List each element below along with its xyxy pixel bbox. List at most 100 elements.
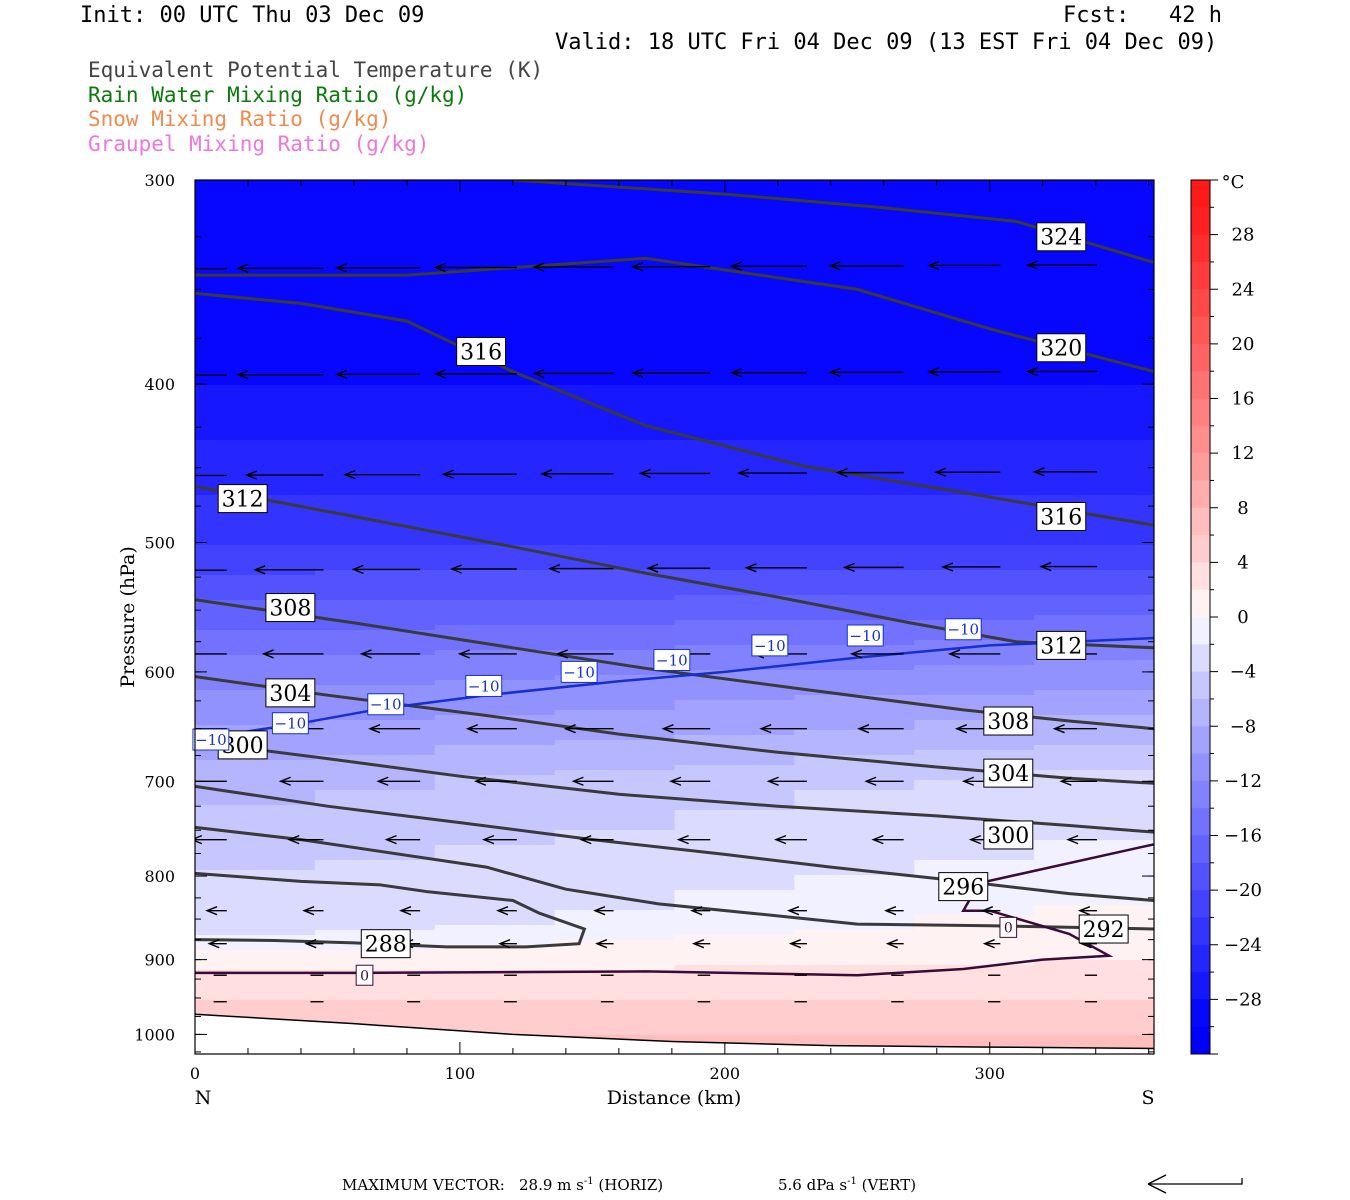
theta-e-label-292-0: 292 bbox=[1083, 918, 1125, 943]
theta-e-label-300-1-box bbox=[983, 820, 1034, 850]
theta-e-label-316-0: 316 bbox=[460, 340, 502, 365]
wind-vector-4-12 bbox=[195, 653, 227, 655]
wind-vector-7-158 bbox=[579, 834, 614, 845]
forecast-hour: Fcst: 42 h bbox=[1063, 3, 1222, 28]
max-vector-horiz: 28.9 m s-1 (HORIZ) bbox=[519, 1176, 664, 1194]
isotherm-label-minus10-4: −10 bbox=[656, 651, 688, 669]
wind-vector-5-231 bbox=[759, 724, 807, 734]
theta-e-label-304-1-box bbox=[983, 758, 1034, 788]
wind-vector-8-122 bbox=[496, 906, 517, 916]
wind-vector-1-85 bbox=[334, 369, 421, 379]
wind-vector-6-341 bbox=[1059, 776, 1098, 786]
isotherm-label-minus10-2: −10 bbox=[468, 677, 500, 695]
theta-e-label-324-0-box bbox=[1036, 222, 1087, 252]
isotherm-label-0-a-box bbox=[355, 964, 374, 986]
wind-vector-6-268 bbox=[864, 776, 904, 786]
wind-vector-5-268 bbox=[857, 724, 904, 734]
theta-e-label-324-0: 324 bbox=[1040, 226, 1082, 251]
x-endpoint-right: S bbox=[1141, 1087, 1154, 1109]
y-tick-800: 800 bbox=[144, 867, 175, 886]
y-axis-label: Pressure (hPa) bbox=[117, 546, 139, 688]
theta-e-label-312-1-box bbox=[1036, 630, 1087, 660]
theta-e-label-312-0-box bbox=[217, 484, 268, 514]
wind-vector-3-304 bbox=[940, 562, 1001, 572]
isotherm-label-0-a: 0 bbox=[360, 968, 369, 984]
wind-vector-2-122 bbox=[441, 469, 517, 479]
y-tick-500: 500 bbox=[144, 534, 175, 553]
colorbar-tick-1: 24 bbox=[1232, 279, 1255, 300]
theta-e-label-304-1: 304 bbox=[987, 762, 1029, 787]
theta-e-label-288-0: 288 bbox=[365, 933, 407, 958]
wind-vector-3-85 bbox=[351, 564, 421, 575]
y-tick-900: 900 bbox=[144, 951, 175, 970]
wind-vector-0-304 bbox=[927, 260, 1001, 271]
wind-vector-9-195 bbox=[691, 939, 711, 949]
max-vector-label: MAXIMUM VECTOR: bbox=[342, 1176, 505, 1194]
wind-vector-6-122 bbox=[473, 776, 517, 786]
theta-e-label-316-0-box bbox=[456, 336, 507, 366]
wind-vector-8-12 bbox=[205, 906, 227, 916]
wind-vector-6-158 bbox=[571, 776, 614, 786]
theta-e-label-316-1-box bbox=[1036, 501, 1087, 531]
wind-vector-1-195 bbox=[631, 368, 711, 378]
wind-vector-7-122 bbox=[482, 834, 517, 845]
wind-vector-4-122 bbox=[457, 649, 517, 659]
theta-e-label-296-0: 296 bbox=[942, 876, 984, 901]
theta-e-contour-304 bbox=[195, 675, 1154, 785]
wind-vector-7-49 bbox=[287, 834, 324, 845]
wind-vector-4-268 bbox=[849, 649, 904, 659]
colorbar-tick-3: 16 bbox=[1232, 389, 1255, 410]
wind-vector-8-158 bbox=[593, 906, 614, 916]
y-tick-600: 600 bbox=[144, 663, 175, 682]
wind-vector-7-195 bbox=[676, 834, 711, 845]
isotherm-label-minus10-3-box bbox=[560, 660, 598, 683]
reference-vector-arrow bbox=[1147, 1174, 1243, 1194]
wind-vector-3-122 bbox=[449, 564, 517, 574]
isotherm-label-minus10-1: −10 bbox=[370, 696, 402, 714]
colorbar-tick-4: 12 bbox=[1232, 443, 1255, 464]
wind-vector-2-158 bbox=[540, 469, 614, 479]
wind-vector-0-85 bbox=[334, 263, 421, 273]
theta-e-contour-300 bbox=[195, 740, 1154, 834]
colorbar-tick-5: 8 bbox=[1237, 498, 1248, 519]
wind-vector-5-195 bbox=[661, 724, 711, 734]
isotherm-label-minus10-2-box bbox=[465, 674, 503, 697]
x-axis-label: Distance (km) bbox=[607, 1087, 742, 1109]
theta-e-label-304-0: 304 bbox=[269, 682, 311, 707]
wind-vector-0-122 bbox=[433, 262, 517, 273]
wind-vector-2-85 bbox=[343, 469, 421, 480]
wind-vector-7-12 bbox=[195, 834, 227, 845]
theta-e-label-312-1: 312 bbox=[1040, 634, 1082, 659]
theta-e-label-300-1: 300 bbox=[987, 824, 1029, 849]
isotherm-label-minus10-7-box bbox=[944, 618, 982, 641]
colorbar-tick-7: 0 bbox=[1237, 607, 1248, 628]
theta-e-label-308-0: 308 bbox=[269, 596, 311, 621]
wind-vector-9-49 bbox=[304, 939, 324, 949]
x-tick-0: 0 bbox=[190, 1064, 200, 1083]
y-tick-300: 300 bbox=[144, 171, 175, 190]
wind-vector-0-158 bbox=[532, 262, 614, 272]
theta-e-label-320-0-box bbox=[1036, 333, 1087, 363]
colorbar-tick-2: 20 bbox=[1232, 334, 1255, 355]
isotherm-label-minus10-edge-box bbox=[192, 728, 230, 751]
isotherm-label-minus10-5: −10 bbox=[754, 637, 786, 655]
wind-vector-7-341 bbox=[1066, 834, 1098, 845]
wind-vector-6-195 bbox=[669, 776, 711, 786]
y-tick-700: 700 bbox=[144, 772, 175, 791]
wind-vector-9-268 bbox=[885, 939, 904, 949]
wind-vector-4-49 bbox=[261, 649, 324, 659]
isotherm-0 bbox=[195, 843, 1154, 977]
wind-vector-2-12 bbox=[195, 474, 227, 477]
wind-vector-8-85 bbox=[399, 906, 421, 916]
wind-vector-0-341 bbox=[1025, 260, 1098, 270]
wind-vector-2-341 bbox=[1032, 467, 1098, 477]
wind-vector-0-231 bbox=[729, 261, 807, 271]
plot-frame bbox=[194, 179, 1155, 1055]
wind-vector-2-49 bbox=[244, 470, 324, 480]
wind-vector-3-231 bbox=[744, 563, 807, 573]
theta-e-label-308-1: 308 bbox=[987, 710, 1029, 735]
wind-vector-0-195 bbox=[631, 262, 711, 272]
theta-e-contour-312 bbox=[195, 484, 1154, 650]
isotherm--10 bbox=[195, 636, 1154, 741]
wind-vector-8-195 bbox=[690, 906, 711, 916]
